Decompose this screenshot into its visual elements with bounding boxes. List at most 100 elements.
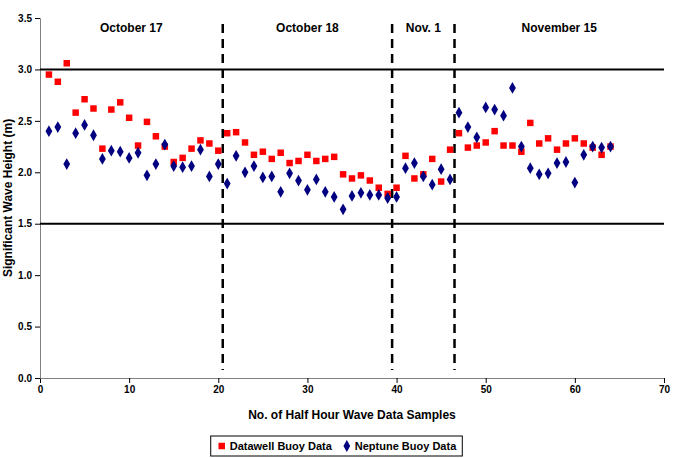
square-point xyxy=(90,105,96,111)
diamond-point xyxy=(518,141,525,153)
x-tick-label: 50 xyxy=(481,384,493,395)
square-point xyxy=(340,171,346,177)
square-point xyxy=(295,158,301,164)
x-tick-mark xyxy=(129,378,130,383)
square-point xyxy=(491,128,497,134)
diamond-point xyxy=(482,102,489,114)
square-point xyxy=(545,135,551,141)
y-axis-title: Significant Wave Height (m) xyxy=(1,119,15,277)
square-point xyxy=(313,158,319,164)
legend-swatch xyxy=(218,443,224,449)
square-point xyxy=(277,150,283,156)
x-axis-title: No. of Half Hour Wave Data Samples xyxy=(248,408,456,422)
square-point xyxy=(563,140,569,146)
square-point xyxy=(206,140,212,146)
diamond-point xyxy=(286,167,293,179)
y-tick-mark xyxy=(35,327,40,328)
diamond-point xyxy=(429,179,436,191)
y-tick-mark xyxy=(35,275,40,276)
diamond-point xyxy=(509,82,516,94)
square-point xyxy=(447,146,453,152)
x-tick: 60 xyxy=(570,378,582,395)
square-point xyxy=(572,135,578,141)
diamond-point xyxy=(349,190,356,202)
square-point xyxy=(474,142,480,148)
x-tick-label: 0 xyxy=(38,384,44,395)
square-point xyxy=(81,96,87,102)
y-tick-mark xyxy=(35,378,40,379)
x-tick: 20 xyxy=(213,378,225,395)
square-point xyxy=(144,119,150,125)
series xyxy=(46,82,614,215)
diamond-point xyxy=(527,162,534,174)
diamond-point xyxy=(375,189,382,201)
diamond-point xyxy=(420,171,427,183)
square-point xyxy=(331,154,337,160)
reference-line xyxy=(40,223,664,225)
y-tick-mark xyxy=(35,121,40,122)
diamond-point xyxy=(242,166,249,178)
diamond-point xyxy=(161,139,168,151)
diamond-point xyxy=(358,187,365,199)
square-point xyxy=(260,148,266,154)
square-point xyxy=(72,109,78,115)
x-axis: 010203040506070 xyxy=(38,378,671,395)
period-label: Nov. 1 xyxy=(406,21,441,35)
diamond-point xyxy=(402,162,409,174)
diamond-point xyxy=(411,157,418,169)
y-tick-label: 3.5 xyxy=(18,13,32,24)
diamond-point xyxy=(108,145,115,157)
x-tick: 40 xyxy=(392,378,404,395)
series xyxy=(46,60,614,197)
square-point xyxy=(438,178,444,184)
diamond-point xyxy=(54,121,61,133)
x-tick-label: 10 xyxy=(124,384,136,395)
square-point xyxy=(197,137,203,143)
x-tick: 50 xyxy=(481,378,493,395)
x-axis-line xyxy=(41,379,665,384)
y-tick: 1.0 xyxy=(18,270,40,281)
marks xyxy=(40,24,664,370)
x-tick-label: 30 xyxy=(302,384,314,395)
square-point xyxy=(46,71,52,77)
plot: 0102030405060700.00.51.01.52.02.53.03.5O… xyxy=(18,13,670,395)
diamond-point xyxy=(215,158,222,170)
legend-label: Datawell Buoy Data xyxy=(230,440,333,452)
square-point xyxy=(153,133,159,139)
square-point xyxy=(188,145,194,151)
diamond-point xyxy=(447,174,454,186)
y-axis-line xyxy=(35,19,41,379)
diamond-point xyxy=(152,158,159,170)
diamond-point xyxy=(580,149,587,161)
diamond-point xyxy=(251,160,258,172)
diamond-point xyxy=(313,174,320,186)
x-tick-label: 60 xyxy=(570,384,582,395)
diamond-point xyxy=(491,104,498,116)
square-point xyxy=(429,156,435,162)
diamond-point xyxy=(571,177,578,189)
diamond-point xyxy=(46,125,53,137)
period-divider xyxy=(391,24,394,370)
y-tick-label: 0.0 xyxy=(18,373,32,384)
legend-item: Neptune Buoy Data xyxy=(343,440,457,452)
diamond-point xyxy=(589,141,596,153)
x-tick: 0 xyxy=(38,378,44,395)
diamond-point xyxy=(536,168,543,180)
x-tick: 30 xyxy=(302,378,314,395)
period-divider xyxy=(221,24,224,370)
legend-label: Neptune Buoy Data xyxy=(355,440,457,452)
diamond-point xyxy=(554,157,561,169)
period-label: October 18 xyxy=(276,21,339,35)
diamond-point xyxy=(206,171,213,183)
y-tick-label: 2.0 xyxy=(18,167,32,178)
diamond-point xyxy=(197,144,204,156)
diamond-point xyxy=(259,172,266,184)
square-point xyxy=(215,147,221,153)
y-tick: 0.5 xyxy=(18,321,40,332)
square-point xyxy=(581,140,587,146)
diamond-point xyxy=(366,189,373,201)
diamond-point xyxy=(563,156,570,168)
square-point xyxy=(411,175,417,181)
y-tick: 1.5 xyxy=(18,218,40,229)
diamond-point xyxy=(90,129,97,141)
